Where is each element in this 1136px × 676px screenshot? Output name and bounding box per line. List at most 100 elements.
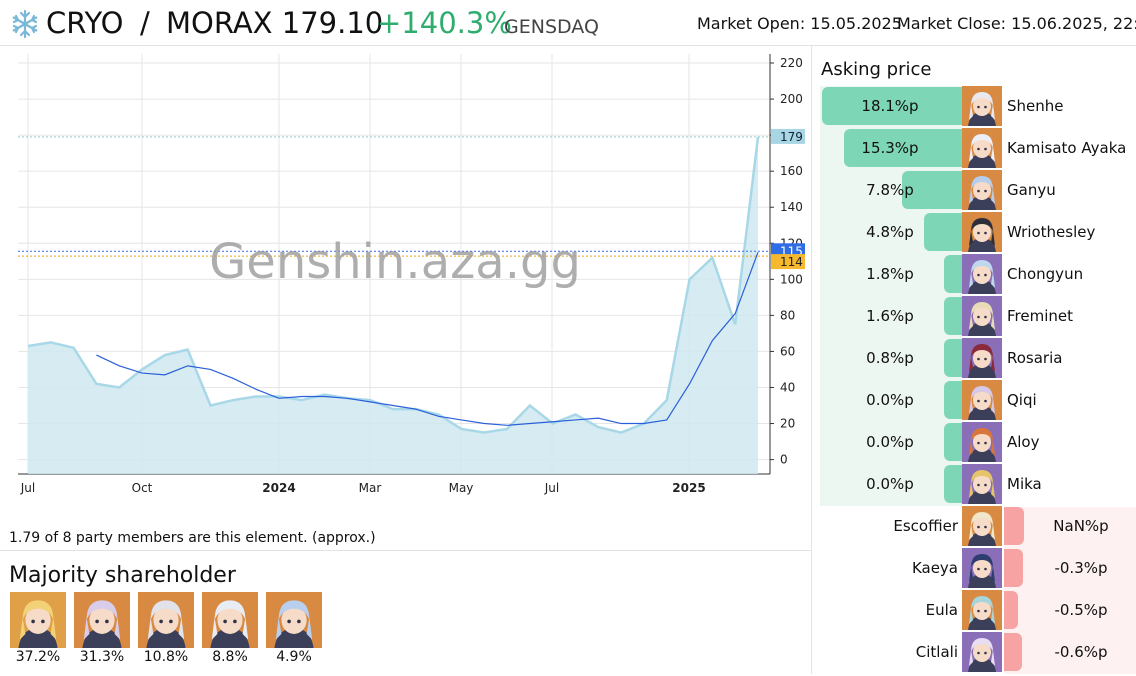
shareholder-item[interactable]: 37.2% [10,592,66,666]
ask-row[interactable]: 1.8%p Chongyun [820,254,1136,294]
bid-pct: -0.5%p [1054,601,1108,619]
bid-name: Escoffier [893,517,958,535]
ask-row[interactable]: 7.8%p Ganyu [820,170,1136,210]
shareholder-item[interactable]: 10.8% [138,592,194,666]
ask-pct: 0.0%p [866,391,914,409]
character-portrait [962,212,1002,252]
y-tick-label: 200 [780,92,803,106]
price-chart[interactable]: 220200180160140120100806040200JulOct2024… [0,46,811,506]
x-tick-label: May [449,481,474,495]
ask-row[interactable]: 0.0%p Aloy [820,422,1136,462]
ask-bar [902,171,962,209]
ask-avatar [962,296,1002,336]
prev-price-label-text: 114 [780,255,803,269]
bid-row[interactable]: Kaeya -0.3%p [820,548,1136,588]
last-price-label-bg [771,128,805,144]
prev-price-label: 114 [771,254,805,270]
x-tick-label: Oct [132,481,153,495]
y-tick-label: 60 [780,344,795,358]
character-portrait [962,128,1002,168]
character-portrait [962,170,1002,210]
market-close: Market Close: 15.06.2025, 22:59:59 [897,14,1136,33]
ask-bar [944,339,962,377]
moving-average-line [96,252,759,426]
x-tick-label: Jul [20,481,35,495]
ask-bar [844,129,962,167]
bid-row[interactable]: Escoffier NaN%p [820,506,1136,546]
ask-avatar [962,464,1002,504]
ask-row[interactable]: 0.8%p Rosaria [820,338,1136,378]
shareholder-item[interactable]: 31.3% [74,592,130,666]
ask-name: Kamisato Ayaka [1007,139,1127,157]
shareholder-avatar [10,592,66,648]
price-line [27,136,760,434]
character-portrait [266,592,322,648]
ask-avatar [962,212,1002,252]
bid-avatar [962,632,1002,672]
ask-name: Ganyu [1007,181,1056,199]
ask-name: Mika [1007,475,1042,493]
snowflake-icon [12,9,38,39]
ask-bar [944,381,962,419]
ask-row[interactable]: 1.6%p Freminet [820,296,1136,336]
ask-pct: 0.0%p [866,433,914,451]
watermark: Genshin.aza.gg [209,234,581,290]
ask-name: Chongyun [1007,265,1084,283]
shareholder-avatar [266,592,322,648]
bid-bar [1004,507,1024,545]
y-tick-label: 140 [780,200,803,214]
ask-pct: 1.6%p [866,307,914,325]
bid-bar [1004,591,1018,629]
character-portrait [202,592,258,648]
character-portrait [962,86,1002,126]
ask-pct: 7.8%p [866,181,914,199]
ask-bar [944,255,962,293]
shareholder-avatar [74,592,130,648]
bid-avatar [962,506,1002,546]
shareholder-avatar [202,592,258,648]
ask-avatar [962,380,1002,420]
ask-bar [944,423,962,461]
ask-row[interactable]: 0.0%p Qiqi [820,380,1136,420]
bid-row[interactable]: Eula -0.5%p [820,590,1136,630]
ask-avatar [962,170,1002,210]
shareholder-item[interactable]: 8.8% [202,592,258,666]
asking-price-title: Asking price [821,59,932,80]
price-change: +140.3% [377,6,512,40]
ask-name: Rosaria [1007,349,1063,367]
x-tick-label: 2025 [672,481,705,495]
character-portrait [138,592,194,648]
bid-pct: NaN%p [1053,517,1109,535]
element-party-note: 1.79 of 8 party members are this element… [9,530,376,546]
y-tick-label: 40 [780,380,795,394]
exchange-name: GENSDAQ [504,16,599,38]
ask-row[interactable]: 15.3%p Kamisato Ayaka [820,128,1136,168]
character-portrait [962,590,1002,630]
y-tick-label: 100 [780,272,803,286]
ask-row[interactable]: 4.8%p Wriothesley [820,212,1136,252]
ask-name: Qiqi [1007,391,1037,409]
x-tick-label: Mar [359,481,382,495]
bid-bar [1004,549,1023,587]
shareholder-item[interactable]: 4.9% [266,592,322,666]
shareholder-pct: 31.3% [79,649,125,665]
y-tick-label: 220 [780,56,803,70]
shareholder-avatar [138,592,194,648]
x-tick-label: 2024 [262,481,295,495]
ask-bar [822,87,962,125]
ask-row[interactable]: 18.1%p Shenhe [820,86,1136,126]
market-open: Market Open: 15.05.2025 [697,14,902,33]
bid-pct: -0.6%p [1054,643,1108,661]
title-separator: / [140,6,150,40]
column-divider [811,46,812,674]
x-tick-label: Jul [544,481,559,495]
ask-bar [944,465,962,503]
ask-avatar [962,128,1002,168]
character-portrait [74,592,130,648]
ask-bar [944,297,962,335]
ask-row[interactable]: 0.0%p Mika [820,464,1136,504]
ask-pct: 15.3%p [861,139,919,157]
character-portrait [962,338,1002,378]
shareholder-pct: 10.8% [143,649,189,665]
bid-row[interactable]: Citlali -0.6%p [820,632,1136,672]
